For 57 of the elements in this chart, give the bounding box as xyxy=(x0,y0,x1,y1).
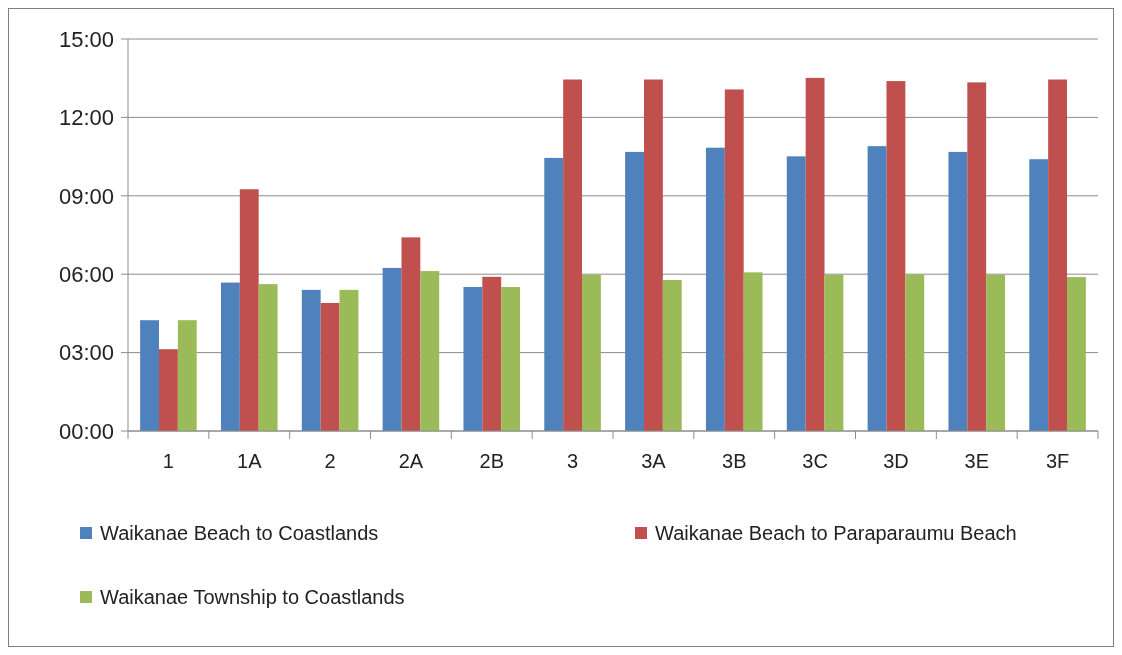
bar xyxy=(140,320,159,431)
y-tick-label: 12:00 xyxy=(58,105,114,131)
bar xyxy=(482,276,502,431)
bar xyxy=(382,267,402,431)
bar xyxy=(786,156,806,431)
bar xyxy=(158,349,178,431)
legend-label: Waikanae Beach to Paraparaumu Beach xyxy=(655,522,1017,544)
bar xyxy=(724,89,744,431)
x-tick-label: 1A xyxy=(237,450,263,472)
bar xyxy=(905,274,925,431)
y-tick-label: 09:00 xyxy=(58,183,114,209)
bar xyxy=(662,279,682,431)
x-tick-label: 2A xyxy=(398,450,424,472)
x-tick-label: 2B xyxy=(479,450,504,472)
bar xyxy=(501,287,521,431)
bar xyxy=(544,157,564,431)
y-tick-label: 00:00 xyxy=(58,418,114,444)
legend-label: Waikanae Township to Coastlands xyxy=(100,586,405,608)
bar xyxy=(705,147,725,431)
bar xyxy=(301,289,321,431)
bar xyxy=(805,77,825,431)
bar xyxy=(401,237,421,431)
bar xyxy=(220,282,240,431)
legend-label: Waikanae Beach to Coastlands xyxy=(100,522,379,544)
x-tick-label: 3D xyxy=(883,450,909,472)
y-tick-label: 03:00 xyxy=(58,340,114,366)
bar xyxy=(743,272,763,431)
x-tick-label: 3 xyxy=(567,450,579,472)
bar xyxy=(886,81,906,431)
bar xyxy=(463,287,483,431)
bar xyxy=(967,82,987,431)
y-tick-label: 06:00 xyxy=(58,261,114,287)
bar xyxy=(1029,159,1049,431)
x-tick-label: 3F xyxy=(1045,450,1070,472)
bar xyxy=(625,151,644,431)
x-tick-label: 3A xyxy=(641,450,667,472)
bar xyxy=(563,79,583,431)
bar xyxy=(1067,277,1086,431)
bar xyxy=(582,274,601,431)
bar xyxy=(948,151,968,431)
bar xyxy=(986,274,1006,431)
bar xyxy=(339,289,359,431)
bar xyxy=(177,320,197,431)
x-tick-label: 2 xyxy=(324,450,336,472)
x-tick-label: 3E xyxy=(964,450,989,472)
x-tick-label: 3B xyxy=(722,450,747,472)
bar xyxy=(320,302,340,431)
x-tick-label: 1 xyxy=(162,450,174,472)
bar xyxy=(643,79,663,431)
bar xyxy=(824,274,844,431)
bar xyxy=(420,271,440,431)
bar xyxy=(258,284,278,431)
y-tick-label: 15:00 xyxy=(58,26,114,52)
bar xyxy=(239,189,259,431)
x-tick-label: 3C xyxy=(802,450,828,472)
bar xyxy=(867,146,887,431)
bar xyxy=(1048,79,1068,431)
